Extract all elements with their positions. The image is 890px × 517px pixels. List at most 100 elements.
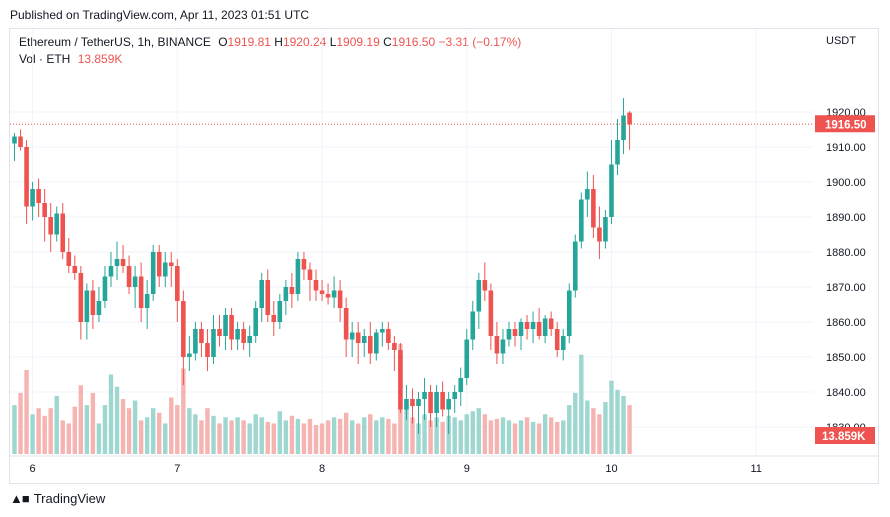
volume-bar [289,415,295,454]
volume-bar [259,417,264,454]
volume-bar [84,405,90,454]
candle-body [452,392,457,399]
time-axis[interactable]: 6 7 8 9 10 11 [9,455,879,475]
price-axis[interactable]: 1830.001840.001850.001860.001870.001880.… [815,107,875,444]
high-value: 1920.24 [282,35,327,49]
candle-body [96,301,102,315]
volume-bar [591,408,596,454]
volume-bar [337,418,343,454]
high-label: H [274,35,283,49]
volume-bar [597,414,602,454]
candle-body [428,392,433,413]
low-value: 1909.19 [336,35,380,49]
footer-brand[interactable]: ▲■ TradingView [10,491,105,506]
volume-bar [343,412,349,454]
candle-body [319,290,325,294]
volume-bar [42,415,47,454]
volume-bar [488,420,494,454]
candle-body [72,266,78,273]
volume-bar [181,368,186,454]
volume-bar [386,418,391,454]
last-price-label: 1916.50 [825,119,867,131]
brand-name: TradingView [33,491,106,506]
volume-bar [542,414,548,454]
candle-body [579,199,584,242]
candle-body [603,217,608,242]
volume-bar [271,423,276,454]
candle-body [241,329,246,343]
candle-body [343,308,349,340]
candle-body [325,294,331,298]
volume-label: Vol · ETH [19,52,71,66]
candle-body [392,343,397,350]
volume-bar [476,408,482,454]
candle-body [494,336,500,354]
volume-bar [356,423,361,454]
candle-body [223,315,228,336]
candle-body [138,276,144,308]
change-value: −3.31 (−0.17%) [438,35,522,49]
volume-bar [325,420,331,454]
volume-bar [30,414,35,454]
candle-body [307,269,313,280]
grid [10,30,813,455]
volume-bar [482,414,488,454]
candle-body [627,112,632,125]
volume-bar [144,417,150,454]
candle-body [482,280,488,291]
time-tick-label: 7 [174,463,180,475]
volume-bar [530,421,536,454]
volume-bar [175,405,180,454]
candle-body [132,276,138,287]
volume-bar [157,412,162,454]
candle-body [458,378,464,392]
candle-body [597,227,602,242]
candle-body [512,329,518,336]
price-tick-label: 1880.00 [826,247,866,259]
open-label: O [218,35,228,49]
price-tick-label: 1910.00 [826,142,866,154]
volume-bar [36,408,41,454]
volume-bar [331,417,337,454]
candle-body [548,318,554,329]
volume-bar [54,395,59,454]
candle-body [84,290,90,322]
volume-bar [440,421,445,454]
candle-body [120,259,126,266]
volume-bar [470,411,475,454]
volume-bar [452,417,457,454]
candle-body [199,329,204,343]
volume-bar [374,420,379,454]
candle-body [446,399,451,410]
volume-bar [66,423,71,454]
volume-bar [78,385,84,454]
candle-body [235,329,240,340]
candle-body [265,280,271,315]
candle-body [259,280,265,308]
volume-bar [434,417,439,454]
volume-bar [114,386,120,454]
volume-bar [579,354,584,454]
volume-bars [12,344,632,454]
volume-bar [205,408,210,454]
candle-body [367,336,373,354]
low-label: L [329,35,337,49]
volume-bar [573,392,578,454]
volume-bar [18,392,23,454]
volume-bar [126,408,132,454]
price-tick-label: 1900.00 [826,177,866,189]
last-volume-badge [815,427,875,444]
candle-body [518,322,524,336]
candle-body [572,241,578,291]
candle-body [42,203,47,217]
candle-body [144,294,150,308]
volume-bar [48,408,53,454]
volume-bar [12,405,17,454]
candle-body [470,311,476,340]
volume-bar [229,420,234,454]
last-volume-label: 13.859K [822,431,866,443]
candle-body [410,399,415,406]
last-price-badge [815,115,875,133]
candle-body [175,266,180,301]
